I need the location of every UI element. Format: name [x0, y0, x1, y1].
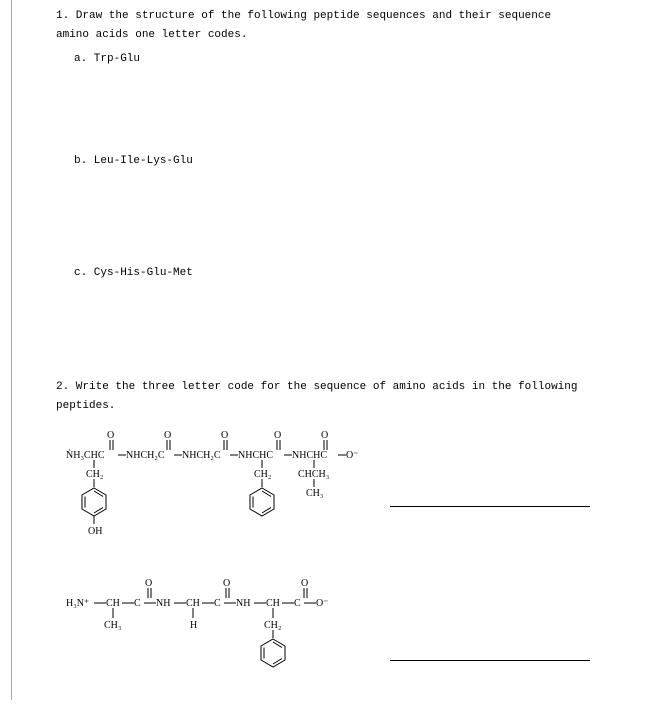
q1-line2: amino acids one letter codes.: [56, 27, 609, 44]
chem-diagram-1: O O O O ṄH₃CHC NHCH₂C NHCH₂C: [66, 428, 406, 558]
svg-text:O: O: [164, 430, 171, 441]
svg-text:NHCHC: NHCHC: [238, 450, 273, 461]
q2-line2: peptides.: [56, 398, 609, 415]
page-left-margin: [0, 0, 12, 700]
svg-text:NHCH₂C: NHCH₂C: [126, 450, 165, 461]
svg-text:NHCH₂C: NHCH₂C: [182, 450, 221, 461]
svg-text:NHCHC: NHCHC: [292, 450, 327, 461]
svg-text:CH₂: CH₂: [254, 469, 271, 480]
svg-text:CH: CH: [186, 598, 200, 609]
svg-text:O: O: [221, 430, 228, 441]
q1b: b. Leu-Ile-Lys-Glu: [74, 155, 609, 167]
svg-text:CH: CH: [106, 598, 120, 609]
svg-text:O: O: [107, 430, 114, 441]
svg-text:O⁻: O⁻: [346, 450, 359, 461]
svg-text:C: C: [214, 598, 221, 609]
svg-text:CHCH₃: CHCH₃: [298, 469, 329, 480]
svg-text:H: H: [190, 620, 197, 631]
svg-text:ṄH₃CHC: ṄH₃CHC: [66, 449, 105, 461]
q1a: a. Trp-Glu: [74, 53, 609, 65]
svg-text:C: C: [134, 598, 141, 609]
svg-text:CH₂: CH₂: [264, 620, 281, 631]
svg-text:NH: NH: [156, 598, 170, 609]
svg-text:OH: OH: [88, 526, 102, 537]
peptide-structure-2: O O O H₃N⁺ CH C NH CH C NH: [66, 576, 609, 686]
answer-blank-1[interactable]: [390, 506, 590, 507]
answer-blank-2[interactable]: [390, 660, 590, 661]
svg-text:C: C: [294, 598, 301, 609]
svg-text:NH: NH: [236, 598, 250, 609]
q1-line1: 1. Draw the structure of the following p…: [56, 8, 609, 25]
svg-text:O: O: [145, 578, 152, 589]
svg-text:O⁻: O⁻: [316, 598, 329, 609]
q1c: c. Cys-His-Glu-Met: [74, 267, 609, 279]
svg-text:O: O: [274, 430, 281, 441]
svg-text:CH₂: CH₂: [86, 469, 103, 480]
svg-text:O: O: [301, 578, 308, 589]
q2-line1: 2. Write the three letter code for the s…: [56, 379, 609, 396]
worksheet-page: 1. Draw the structure of the following p…: [0, 0, 649, 706]
svg-text:O: O: [223, 578, 230, 589]
svg-text:H₃N⁺: H₃N⁺: [66, 598, 89, 609]
svg-text:CH₃: CH₃: [104, 620, 121, 631]
chem-diagram-2: O O O H₃N⁺ CH C NH CH C NH: [66, 576, 386, 686]
peptide-structure-1: O O O O ṄH₃CHC NHCH₂C NHCH₂C: [66, 428, 609, 558]
svg-text:CH: CH: [266, 598, 280, 609]
svg-text:CH₃: CH₃: [306, 488, 323, 499]
svg-text:O: O: [321, 430, 328, 441]
